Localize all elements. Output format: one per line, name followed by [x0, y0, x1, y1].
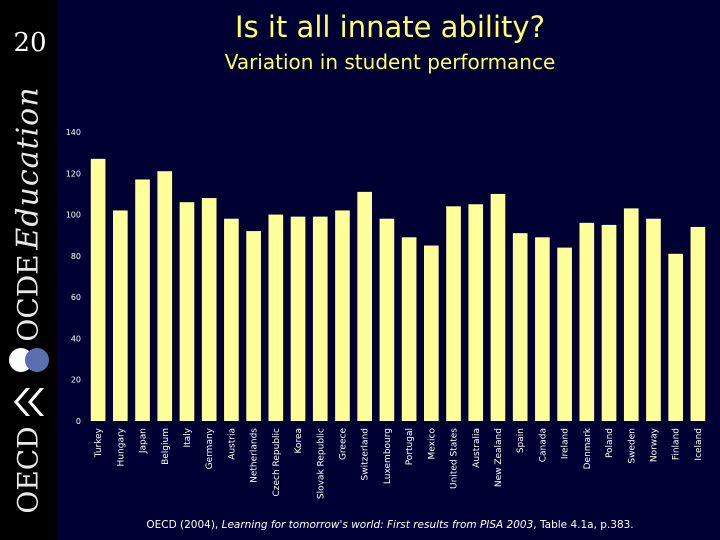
bar-denmark	[579, 222, 595, 421]
x-tick-label: Korea	[294, 428, 304, 454]
x-tick-label: Denmark	[583, 427, 593, 469]
bar-sweden	[623, 208, 639, 421]
x-tick-label: Czech Republic	[272, 428, 282, 497]
bar-poland	[601, 224, 617, 421]
bar-belgium	[157, 171, 173, 421]
source-citation: OECD (2004), Learning for tomorrow's wor…	[60, 519, 720, 531]
x-tick-label: New Zealand	[494, 428, 504, 487]
bar-switzerland	[357, 191, 373, 421]
x-tick-label: Germany	[205, 427, 215, 469]
logo-blue-circle	[25, 348, 49, 372]
x-tick-label: Norway	[649, 427, 659, 462]
x-tick-label: Luxembourg	[383, 428, 393, 484]
x-tick-label: Portugal	[405, 428, 415, 465]
bar-portugal	[401, 237, 417, 421]
bars	[90, 158, 706, 422]
logo-chevron-left	[14, 388, 30, 416]
sidebar: 20 Education OCDE OECD	[0, 0, 57, 540]
y-axis: 0 20 40 60 80 100 120 140	[66, 128, 81, 426]
x-tick-label: Iceland	[694, 428, 704, 461]
logo-chevron-right	[28, 388, 44, 416]
x-tick-label: Belgium	[161, 428, 171, 465]
x-tick-label: Slovak Republic	[316, 428, 326, 499]
x-axis-labels: Turkey Hungary Japan Belgium Italy Germany Aus…	[94, 427, 704, 499]
source-prefix: OECD (2004),	[146, 519, 222, 531]
y-tick-label: 100	[66, 211, 81, 220]
bar-canada	[535, 237, 550, 421]
slide-number: 20	[13, 28, 47, 58]
education-logo-text: Education	[10, 86, 46, 250]
bar-finland	[668, 253, 684, 421]
bar-slovak-republic	[312, 216, 328, 421]
y-tick-label: 140	[66, 128, 81, 137]
y-tick-label: 0	[76, 417, 81, 426]
x-tick-label: Switzerland	[361, 428, 371, 481]
oecd-logo-text: OECD	[11, 426, 45, 514]
bar-chart: 0 20 40 60 80 100 120 140 Turkey Hungary Japan Bel…	[66, 128, 706, 499]
bar-hungary	[112, 210, 128, 421]
bar-germany	[201, 198, 217, 421]
x-tick-label: Mexico	[427, 428, 437, 460]
x-tick-label: Canada	[538, 428, 548, 462]
slide-subtitle: Variation in student performance	[224, 50, 556, 74]
x-tick-label: Australia	[472, 428, 482, 468]
source-suffix: , Table 4.1a, p.383.	[533, 519, 634, 531]
x-tick-label: Greece	[338, 428, 348, 460]
oecd-circles-logo	[9, 348, 49, 372]
x-tick-label: Poland	[605, 428, 615, 458]
slide-title: Is it all innate ability?	[235, 10, 545, 44]
bar-czech-republic	[268, 214, 284, 421]
bar-ireland	[557, 247, 572, 421]
x-tick-label: Hungary	[116, 427, 126, 466]
bar-japan	[135, 179, 150, 421]
x-tick-label: Japan	[139, 428, 149, 454]
y-tick-label: 80	[71, 252, 81, 261]
x-tick-label: Spain	[516, 428, 526, 453]
oecd-chevrons-logo	[14, 388, 44, 416]
y-tick-label: 120	[66, 169, 81, 178]
x-tick-label: Ireland	[561, 428, 571, 459]
bar-netherlands	[246, 231, 261, 421]
bar-iceland	[690, 226, 706, 421]
x-tick-label: Sweden	[627, 428, 637, 464]
bar-turkey	[90, 158, 106, 422]
bar-australia	[468, 204, 484, 421]
bar-greece	[335, 210, 350, 421]
x-tick-label: Finland	[672, 428, 682, 460]
x-tick-label: Netherlands	[250, 428, 260, 483]
bar-korea	[290, 216, 306, 421]
bar-mexico	[423, 245, 439, 421]
bar-new-zealand	[490, 193, 506, 421]
bar-spain	[512, 233, 528, 421]
y-tick-label: 20	[71, 376, 81, 385]
bar-norway	[646, 218, 661, 421]
bar-luxembourg	[379, 218, 395, 421]
y-tick-label: 40	[71, 334, 81, 343]
bar-united-states	[446, 206, 461, 421]
x-tick-label: Italy	[183, 427, 193, 447]
bar-austria	[224, 218, 239, 421]
x-tick-label: Turkey	[94, 427, 104, 458]
ocde-logo-text: OCDE	[11, 254, 45, 342]
x-tick-label: United States	[450, 428, 460, 489]
bar-italy	[179, 202, 195, 421]
source-title: Learning for tomorrow's world: First res…	[221, 519, 534, 531]
y-tick-label: 60	[71, 293, 81, 302]
x-tick-label: Austria	[227, 428, 237, 460]
